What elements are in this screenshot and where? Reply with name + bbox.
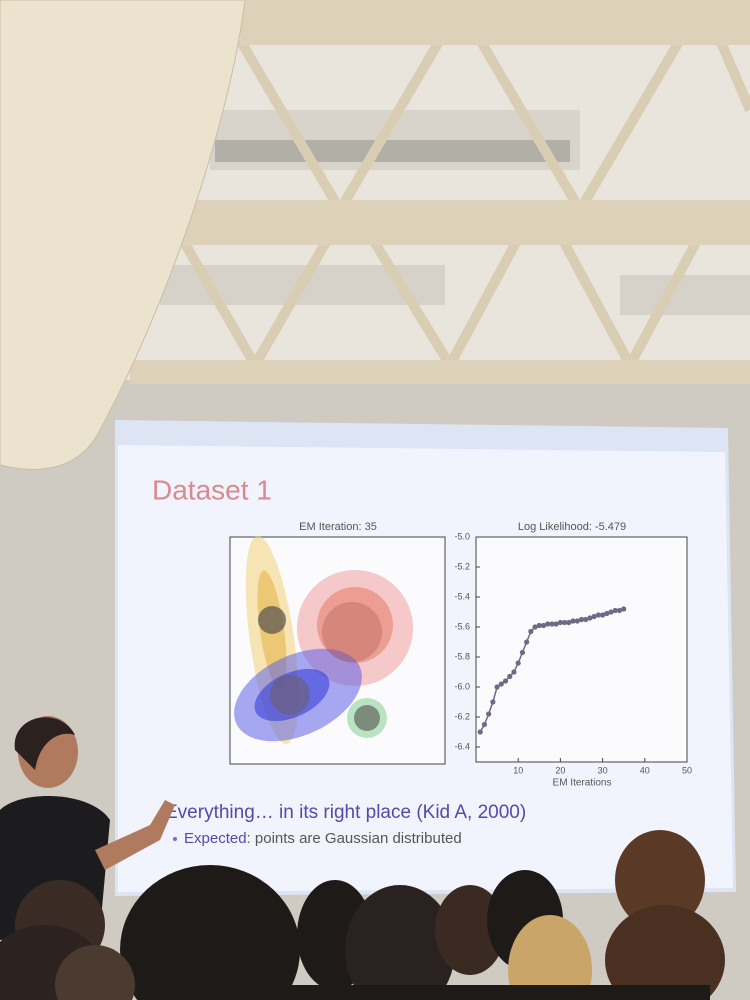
likelihood-point xyxy=(604,610,610,617)
air-duct xyxy=(0,0,246,470)
x-tick-label: 40 xyxy=(640,765,650,775)
bullet-emphasis: Expected xyxy=(184,830,247,847)
light-fixture xyxy=(620,275,750,315)
likelihood-point xyxy=(536,622,542,629)
likelihood-point xyxy=(562,619,568,626)
likelihood-point xyxy=(545,621,551,627)
likelihood-point xyxy=(549,621,555,627)
likelihood-point xyxy=(608,609,614,615)
y-tick-label: -6.0 xyxy=(454,681,470,691)
chart-title: Log Likelihood: -5.479 xyxy=(518,521,626,533)
audience xyxy=(0,830,725,1000)
likelihood-point xyxy=(519,649,526,656)
likelihood-point xyxy=(557,619,564,626)
bullet-body: : points are Gaussian distributed xyxy=(247,830,462,847)
y-tick-label: -5.6 xyxy=(454,621,470,631)
y-tick-label: -5.4 xyxy=(454,591,470,601)
likelihood-point xyxy=(612,607,618,614)
likelihood-point xyxy=(498,681,504,687)
y-tick-label: -6.4 xyxy=(454,741,470,751)
likelihood-point xyxy=(490,699,496,705)
beam xyxy=(130,360,750,384)
likelihood-point xyxy=(574,618,580,624)
beam xyxy=(180,200,750,245)
likelihood-point xyxy=(570,618,576,624)
likelihood-point xyxy=(621,606,627,612)
likelihood-point xyxy=(511,669,517,675)
likelihood-point xyxy=(600,612,606,618)
light-grille xyxy=(215,140,570,162)
bullet-text: Expected: points are Gaussian distribute… xyxy=(184,830,462,847)
likelihood-point xyxy=(587,615,593,621)
likelihood-point xyxy=(578,616,585,623)
likelihood-point xyxy=(540,622,547,629)
likelihood-point xyxy=(515,660,521,666)
likelihood-point xyxy=(502,678,509,684)
plot-title: EM Iteration: 35 xyxy=(299,521,377,533)
likelihood-point xyxy=(507,673,513,680)
x-tick-label: 30 xyxy=(598,765,608,775)
likelihood-point xyxy=(494,684,500,690)
x-tick-label: 50 xyxy=(682,765,692,775)
y-tick-label: -5.8 xyxy=(454,651,470,661)
likelihood-point xyxy=(591,613,597,620)
plot-frame xyxy=(475,536,688,763)
likelihood-point xyxy=(532,624,538,630)
slide-title: Dataset 1 xyxy=(152,474,272,505)
likelihood-point xyxy=(481,721,488,728)
likelihood-point xyxy=(583,616,589,623)
likelihood-point xyxy=(595,612,601,618)
beam xyxy=(240,0,750,45)
x-tick-label: 20 xyxy=(555,765,565,775)
y-tick-label: -6.2 xyxy=(454,711,470,721)
likelihood-point xyxy=(553,621,559,627)
likelihood-point xyxy=(486,711,492,717)
truss xyxy=(175,37,750,368)
likelihood-chart: Log Likelihood: -5.479 EM Iterations -5.… xyxy=(454,521,692,789)
x-tick-label: 10 xyxy=(513,765,523,775)
y-tick-label: -5.2 xyxy=(454,561,470,571)
likelihood-point xyxy=(528,628,534,635)
gaussian-components xyxy=(234,535,413,745)
likelihood-point xyxy=(566,619,572,626)
likelihood-point xyxy=(616,607,623,614)
x-axis-label: EM Iterations xyxy=(553,778,612,789)
bullet xyxy=(173,837,177,841)
slide-caption: Everything… in its right place (Kid A, 2… xyxy=(165,802,526,823)
likelihood-point xyxy=(524,639,530,645)
y-tick-label: -5.0 xyxy=(454,531,470,541)
likelihood-point xyxy=(477,729,483,735)
